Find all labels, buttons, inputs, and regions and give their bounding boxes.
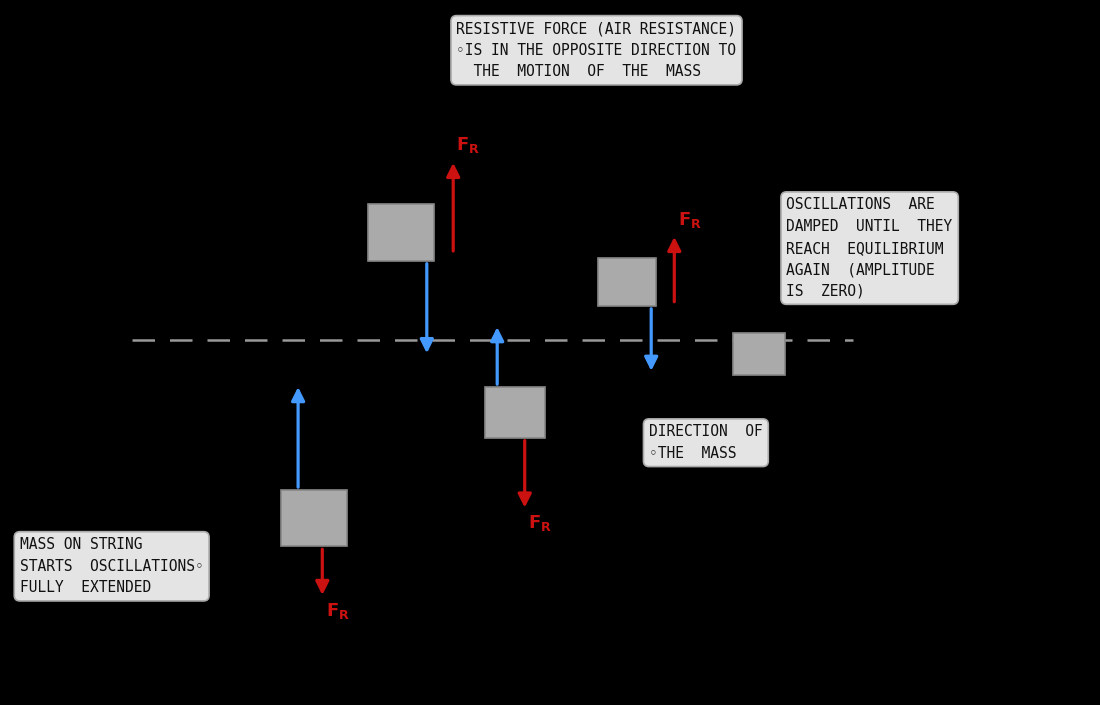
FancyBboxPatch shape bbox=[484, 387, 544, 438]
Text: $\mathbf{F_R}$: $\mathbf{F_R}$ bbox=[678, 210, 702, 230]
FancyBboxPatch shape bbox=[280, 490, 346, 546]
Text: RESISTIVE FORCE (AIR RESISTANCE)
◦IS IN THE OPPOSITE DIRECTION TO
  THE  MOTION : RESISTIVE FORCE (AIR RESISTANCE) ◦IS IN … bbox=[456, 21, 737, 80]
Text: OSCILLATIONS  ARE
DAMPED  UNTIL  THEY
REACH  EQUILIBRIUM
AGAIN  (AMPLITUDE
IS  Z: OSCILLATIONS ARE DAMPED UNTIL THEY REACH… bbox=[786, 197, 953, 299]
Text: $\mathbf{F_R}$: $\mathbf{F_R}$ bbox=[528, 513, 552, 533]
FancyBboxPatch shape bbox=[368, 204, 434, 261]
Text: MASS ON STRING
STARTS  OSCILLATIONS◦
FULLY  EXTENDED: MASS ON STRING STARTS OSCILLATIONS◦ FULL… bbox=[20, 537, 204, 596]
FancyBboxPatch shape bbox=[733, 333, 785, 375]
FancyBboxPatch shape bbox=[598, 258, 656, 306]
Text: $\mathbf{F_R}$: $\mathbf{F_R}$ bbox=[326, 601, 350, 620]
Text: DIRECTION  OF
◦THE  MASS: DIRECTION OF ◦THE MASS bbox=[649, 424, 762, 461]
Text: $\mathbf{F_R}$: $\mathbf{F_R}$ bbox=[456, 135, 481, 155]
